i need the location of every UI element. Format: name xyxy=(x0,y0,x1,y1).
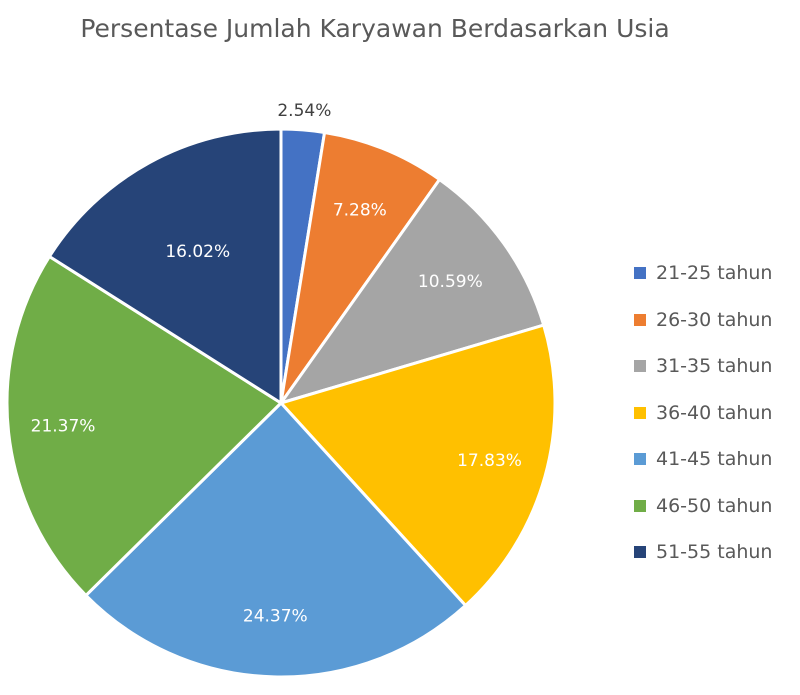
legend-swatch xyxy=(634,546,646,559)
data-label: 16.02% xyxy=(165,242,230,262)
legend-item: 36-40 tahun xyxy=(634,390,772,437)
chart-title: Persentase Jumlah Karyawan Berdasarkan U… xyxy=(80,14,670,43)
legend-label: 51-55 tahun xyxy=(656,541,773,564)
pie-slice xyxy=(47,127,283,406)
legend-swatch xyxy=(634,313,646,326)
pie-slice xyxy=(279,130,442,404)
legend-label: 41-45 tahun xyxy=(656,448,773,471)
data-label: 7.28% xyxy=(333,200,387,220)
data-label: 17.83% xyxy=(457,451,522,471)
legend-swatch xyxy=(634,499,646,512)
data-label: 10.59% xyxy=(418,272,483,292)
legend-item: 41-45 tahun xyxy=(634,436,772,483)
legend-item: 21-25 tahun xyxy=(634,250,772,297)
legend-label: 31-35 tahun xyxy=(656,355,773,378)
data-label: 24.37% xyxy=(243,607,308,627)
data-label: 2.54% xyxy=(277,101,331,121)
legend-label: 46-50 tahun xyxy=(656,494,773,517)
pie-slice xyxy=(83,400,468,679)
legend: 21-25 tahun 26-30 tahun 31-35 tahun 36-4… xyxy=(634,250,772,576)
pie-slice xyxy=(278,323,557,608)
legend-item: 31-35 tahun xyxy=(634,343,772,390)
legend-item: 46-50 tahun xyxy=(634,483,772,530)
legend-swatch xyxy=(634,406,646,419)
legend-label: 21-25 tahun xyxy=(656,262,773,285)
legend-label: 36-40 tahun xyxy=(656,401,773,424)
legend-swatch xyxy=(634,360,646,373)
legend-item: 26-30 tahun xyxy=(634,297,772,344)
legend-swatch xyxy=(634,453,646,466)
pie-slice xyxy=(277,177,546,406)
legend-item: 51-55 tahun xyxy=(634,529,772,576)
pie-slice xyxy=(5,254,284,598)
legend-label: 26-30 tahun xyxy=(656,308,773,331)
legend-swatch xyxy=(634,267,646,280)
data-label: 21.37% xyxy=(31,416,96,436)
